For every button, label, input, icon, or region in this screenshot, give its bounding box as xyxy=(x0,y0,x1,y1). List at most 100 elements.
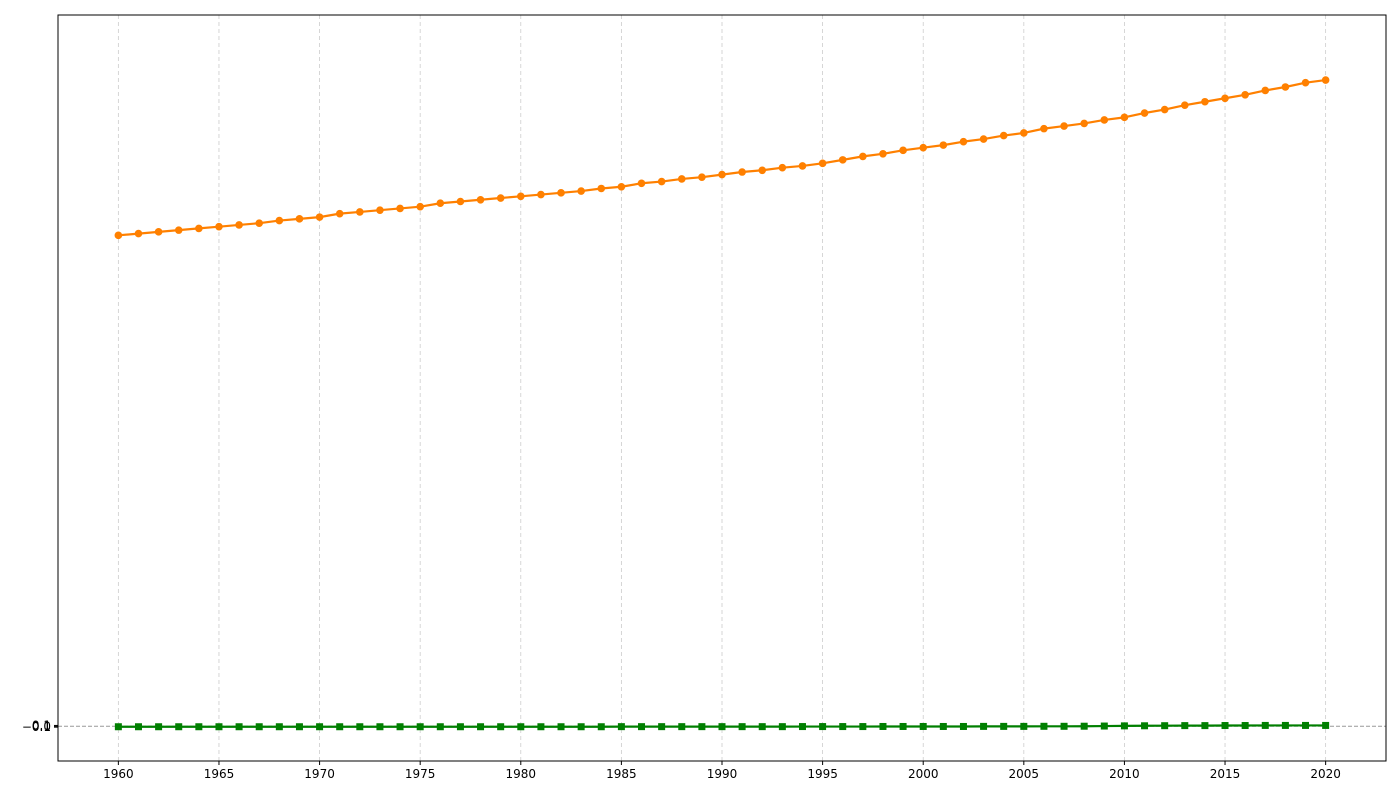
data-point xyxy=(537,723,545,731)
data-point xyxy=(396,204,404,213)
grid-lines xyxy=(117,15,1327,761)
data-point xyxy=(798,162,807,170)
series-1 xyxy=(114,721,1330,731)
data-point xyxy=(1321,76,1330,84)
data-point xyxy=(1161,722,1169,730)
data-point xyxy=(637,179,646,188)
data-point xyxy=(255,723,263,731)
data-point xyxy=(839,723,847,731)
data-point xyxy=(114,231,123,240)
data-point xyxy=(134,229,143,238)
data-point xyxy=(1261,721,1269,729)
y-tick-label: 0.1 xyxy=(32,718,51,732)
x-tick-label: 1990 xyxy=(707,767,738,781)
data-point xyxy=(315,213,324,221)
y-tick-label: −0.1 xyxy=(22,720,51,734)
x-tick-label: 2010 xyxy=(1109,767,1140,781)
x-tick-label: 2020 xyxy=(1310,767,1341,781)
data-point xyxy=(1060,722,1068,730)
data-point xyxy=(436,199,445,208)
x-tick-label: 1985 xyxy=(606,767,637,781)
data-point xyxy=(979,135,988,143)
data-point xyxy=(134,723,142,731)
x-tick-label: 1975 xyxy=(405,767,436,781)
x-tick-label: 1965 xyxy=(204,767,235,781)
data-point xyxy=(677,175,686,183)
data-point xyxy=(477,723,485,731)
data-point xyxy=(1201,97,1209,106)
data-point xyxy=(557,189,565,197)
data-point xyxy=(1261,86,1270,95)
data-point xyxy=(859,152,867,161)
data-point xyxy=(1120,722,1128,730)
data-point xyxy=(1221,94,1229,103)
x-tick-label: 1995 xyxy=(807,767,838,781)
data-point xyxy=(356,208,364,216)
y-axis: −0.10.00.1 xyxy=(22,718,58,734)
data-point xyxy=(1181,722,1189,730)
data-point xyxy=(154,228,163,236)
data-point xyxy=(1301,78,1310,87)
x-tick-label: 2005 xyxy=(1009,767,1040,781)
data-point xyxy=(657,177,666,186)
data-point xyxy=(1221,722,1229,730)
data-point xyxy=(456,197,465,206)
data-point xyxy=(617,723,625,731)
data-point xyxy=(959,722,967,730)
data-point xyxy=(879,722,887,730)
data-point xyxy=(1160,105,1169,114)
data-point xyxy=(959,137,968,146)
data-point xyxy=(859,723,867,731)
data-point xyxy=(255,219,264,227)
data-point xyxy=(899,722,907,730)
data-point xyxy=(718,723,726,731)
data-point xyxy=(738,168,746,176)
data-point xyxy=(215,222,223,231)
data-point xyxy=(1000,722,1008,730)
data-point xyxy=(678,723,686,731)
data-point xyxy=(1040,722,1048,730)
x-tick-label: 1960 xyxy=(103,767,134,781)
data-point xyxy=(980,722,988,730)
data-point xyxy=(1241,722,1249,730)
data-point xyxy=(1120,113,1129,122)
data-point xyxy=(1040,124,1048,133)
data-point xyxy=(617,182,626,191)
data-point xyxy=(939,141,948,149)
data-point xyxy=(1100,722,1108,730)
data-point xyxy=(396,723,404,731)
data-point xyxy=(456,723,464,731)
data-point xyxy=(778,163,787,172)
data-point xyxy=(919,143,928,152)
data-point xyxy=(1020,129,1028,137)
data-point xyxy=(899,146,907,155)
data-point xyxy=(597,184,606,193)
data-point xyxy=(155,723,163,731)
series-0 xyxy=(114,76,1330,240)
data-point xyxy=(416,202,424,211)
data-point xyxy=(235,723,243,731)
data-point xyxy=(537,190,545,199)
data-point xyxy=(175,723,183,731)
data-point xyxy=(1302,721,1310,729)
data-point xyxy=(114,723,122,731)
y-tick-label: 0.0 xyxy=(32,719,51,733)
data-series xyxy=(114,76,1330,731)
data-point xyxy=(497,723,505,731)
data-point xyxy=(316,723,324,731)
data-point xyxy=(1100,116,1109,124)
data-point xyxy=(1322,721,1330,729)
data-point xyxy=(1201,722,1209,730)
data-point xyxy=(919,722,927,730)
x-tick-label: 1970 xyxy=(304,767,335,781)
data-point xyxy=(718,170,726,179)
data-point xyxy=(879,149,887,158)
data-point xyxy=(356,723,364,731)
data-point xyxy=(295,215,304,223)
data-point xyxy=(1080,722,1088,730)
data-point xyxy=(295,723,303,731)
data-point xyxy=(376,206,384,214)
data-point xyxy=(838,156,847,164)
data-point xyxy=(517,723,525,731)
